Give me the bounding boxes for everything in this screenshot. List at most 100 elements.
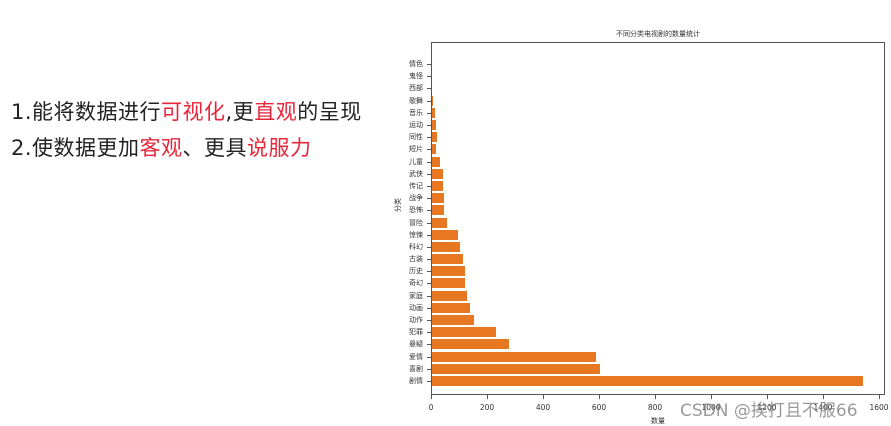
bullet-2: 2.使数据更加客观、更具说服力 — [11, 130, 362, 166]
y-tick-mark — [427, 246, 431, 248]
plot-area — [431, 42, 885, 395]
bullet-2-text: 2.使数据更加 — [11, 136, 140, 160]
bar — [432, 278, 466, 289]
y-tick-label: 悬疑 — [409, 340, 423, 349]
y-tick-label: 短片 — [409, 145, 423, 154]
y-tick-label: 冒险 — [409, 218, 423, 227]
x-tick-mark — [879, 395, 880, 399]
y-tick-label: 音乐 — [409, 108, 423, 117]
y-tick-label: 喜剧 — [409, 364, 423, 373]
y-tick-mark — [427, 100, 431, 102]
bullet-1-text-mid: ,更 — [225, 100, 255, 124]
bar — [432, 180, 444, 191]
y-tick-mark — [427, 222, 431, 224]
bar — [432, 351, 596, 362]
x-tick-mark — [767, 395, 768, 399]
y-tick-mark — [427, 259, 431, 261]
y-tick-mark — [427, 76, 431, 78]
y-tick-mark — [427, 234, 431, 236]
bar — [432, 119, 436, 130]
bar — [432, 266, 466, 277]
x-tick-mark — [431, 395, 432, 399]
y-tick-label: 犯罪 — [409, 328, 423, 337]
y-tick-mark — [427, 381, 431, 382]
x-tick-mark — [711, 395, 712, 399]
x-tick-label: 1000 — [701, 403, 721, 412]
y-tick-label: 歌舞 — [409, 96, 423, 105]
y-tick-label: 奇幻 — [409, 279, 423, 288]
chart-title: 不同分类电视剧的数量统计 — [616, 30, 700, 38]
y-tick-mark — [427, 332, 431, 334]
bullet-1-highlight-2: 直观 — [254, 100, 298, 124]
y-axis-label: 分类 — [394, 198, 402, 212]
bar — [432, 254, 464, 265]
bullet-1-text-suffix: 的呈现 — [297, 100, 362, 124]
bar — [432, 241, 460, 252]
x-tick-label: 800 — [647, 403, 663, 412]
y-tick-mark — [427, 283, 431, 285]
y-tick-mark — [427, 271, 431, 273]
x-tick-mark — [823, 395, 824, 399]
bullet-1-text: 1.能将数据进行 — [11, 100, 162, 124]
bar — [432, 363, 600, 374]
watermark: CSDN @挨打且不服66 — [680, 401, 858, 421]
y-tick-label: 运动 — [409, 120, 423, 129]
y-tick-label: 西部 — [409, 84, 423, 93]
y-tick-label: 动作 — [409, 316, 423, 325]
y-tick-label: 武侠 — [409, 169, 423, 178]
y-tick-label: 历史 — [409, 267, 423, 276]
bar — [432, 156, 440, 167]
y-tick-mark — [427, 173, 431, 175]
bar — [432, 168, 444, 179]
bullet-2-highlight-2: 说服力 — [247, 136, 312, 160]
bar — [432, 217, 447, 228]
bar — [432, 327, 496, 338]
y-tick-mark — [427, 161, 431, 163]
y-tick-mark — [427, 344, 431, 346]
y-tick-mark — [427, 368, 431, 370]
y-tick-mark — [427, 295, 431, 297]
x-tick-label: 0 — [428, 403, 434, 412]
y-tick-label: 儿童 — [409, 157, 423, 166]
bar — [432, 302, 470, 313]
bar — [432, 315, 474, 326]
y-tick-label: 惊悚 — [409, 230, 423, 239]
y-tick-mark — [427, 149, 431, 151]
bullet-1-highlight-1: 可视化 — [161, 100, 226, 124]
bar — [432, 193, 445, 204]
y-tick-label: 家庭 — [409, 291, 423, 300]
y-tick-mark — [427, 124, 431, 126]
x-tick-mark — [655, 395, 656, 399]
y-tick-label: 科幻 — [409, 242, 423, 251]
y-tick-label: 爱情 — [409, 352, 423, 361]
y-tick-mark — [427, 307, 431, 309]
x-tick-mark — [487, 395, 488, 399]
y-tick-mark — [427, 185, 431, 187]
bullet-2-highlight-1: 客观 — [139, 136, 183, 160]
bar — [432, 339, 509, 350]
x-tick-label: 400 — [535, 403, 551, 412]
bar — [432, 144, 437, 155]
y-tick-label: 动画 — [409, 303, 423, 312]
bullet-1: 1.能将数据进行可视化,更直观的呈现 — [11, 94, 362, 130]
bullet-list: 1.能将数据进行可视化,更直观的呈现 2.使数据更加客观、更具说服力 — [11, 94, 362, 166]
y-tick-label: 恐怖 — [409, 206, 423, 215]
y-tick-label: 战争 — [409, 194, 423, 203]
x-tick-mark — [543, 395, 544, 399]
y-tick-mark — [427, 210, 431, 212]
x-axis-label: 数量 — [651, 417, 665, 425]
bar — [432, 205, 444, 216]
y-tick-mark — [427, 137, 431, 139]
x-tick-label: 600 — [591, 403, 607, 412]
y-tick-mark — [427, 112, 431, 114]
y-tick-label: 鬼怪 — [409, 72, 423, 81]
y-tick-mark — [427, 88, 431, 90]
bar — [432, 95, 433, 106]
bar — [432, 376, 864, 386]
x-tick-label: 1600 — [869, 403, 889, 412]
bar — [432, 229, 459, 240]
y-tick-mark — [427, 356, 431, 358]
bullet-2-text-mid: 、更具 — [182, 136, 248, 160]
y-tick-mark — [427, 198, 431, 200]
y-tick-label: 剧情 — [409, 377, 423, 385]
